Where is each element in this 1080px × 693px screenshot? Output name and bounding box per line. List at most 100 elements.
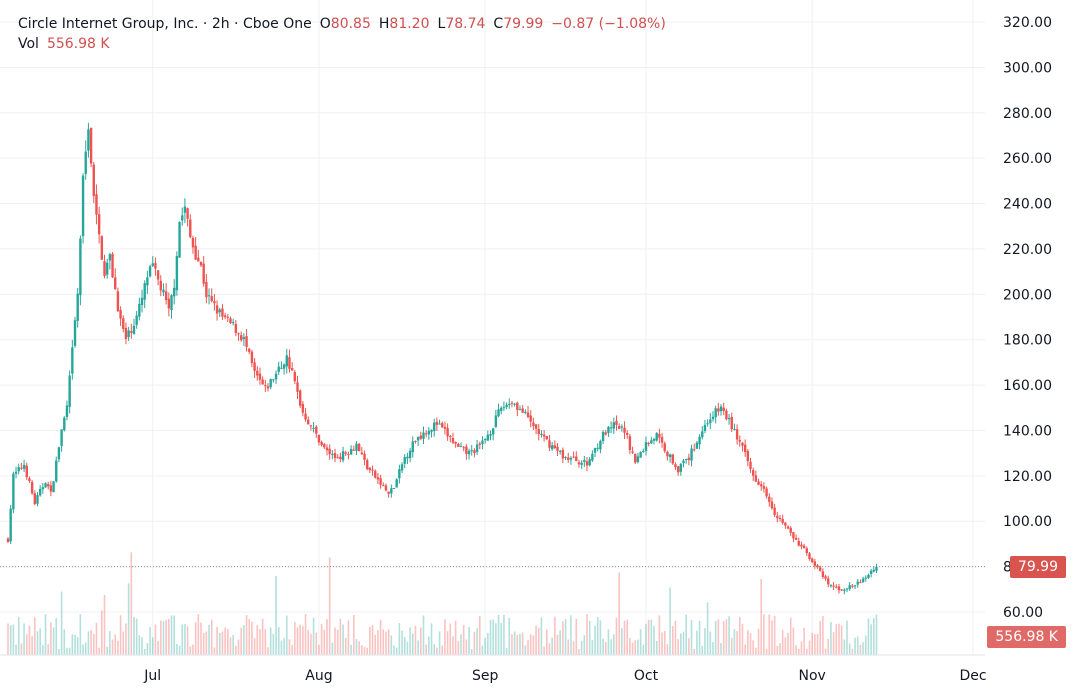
candle-body [371, 469, 374, 471]
volume-bar [109, 631, 111, 655]
candle-body [620, 426, 624, 428]
change-value: −0.87 (−1.08%) [551, 16, 666, 32]
volume-bar [650, 619, 653, 655]
candle-body [280, 367, 283, 369]
volume-bar [580, 640, 583, 655]
volume-bar [248, 619, 251, 655]
volume-bar [688, 638, 690, 655]
volume-bar [870, 624, 872, 655]
y-tick-label: 60.00 [1003, 605, 1043, 621]
volume-bar [476, 628, 478, 655]
volume-bar [752, 640, 754, 655]
candle-body [419, 435, 423, 439]
volume-bar [296, 627, 299, 655]
candle-body [773, 507, 776, 515]
candle-body [837, 586, 841, 591]
volume-bar [564, 618, 567, 655]
volume-bar [513, 631, 516, 655]
volume-bar [184, 624, 186, 655]
candle-body [486, 434, 490, 441]
candle-body [757, 481, 760, 485]
candle-body [347, 454, 350, 456]
volume-bar [843, 639, 846, 655]
candle-body [810, 558, 814, 563]
volume-bar [245, 615, 248, 655]
candle-body [556, 446, 559, 451]
candle-body [794, 537, 798, 540]
volume-bar [873, 618, 875, 655]
last-price-tag: 79.99 [1009, 556, 1066, 578]
volume-bar [277, 627, 280, 655]
volume-bar [71, 634, 74, 655]
x-axis: Jul Aug Sep Oct Nov Dec [143, 668, 986, 684]
volume-bar [285, 615, 288, 655]
volume-bar [269, 627, 272, 655]
high-label: H [378, 16, 390, 32]
candle-body [172, 287, 176, 297]
volume-bar [669, 587, 671, 655]
volume-bar [7, 623, 9, 655]
candle-body [642, 451, 645, 453]
candle-body [406, 456, 409, 459]
candle-body [743, 444, 747, 453]
candle-body [682, 460, 685, 464]
candle-body [357, 443, 361, 452]
candle-body [475, 444, 479, 452]
volume-bar [47, 644, 50, 655]
volume-bar [393, 645, 395, 655]
candle-body [875, 566, 878, 571]
volume-bar [361, 645, 363, 655]
volume-bar [17, 617, 20, 655]
candle-body [298, 390, 302, 406]
candle-body [580, 462, 583, 465]
volume-bar [446, 631, 449, 655]
volume-bar [827, 638, 830, 655]
volume-bar [379, 619, 382, 655]
symbol-title[interactable]: Circle Internet Group, Inc. · 2h · Cboe … [18, 16, 312, 32]
volume-bar [540, 617, 543, 655]
volume-bar [639, 629, 642, 655]
volume-bar [631, 642, 634, 655]
candle-body [416, 436, 420, 441]
volume-bar [867, 618, 870, 655]
volume-bar [481, 645, 484, 655]
volume-bar [387, 629, 390, 655]
volume-bar [797, 648, 800, 655]
volume-bar [725, 619, 728, 655]
volume-bar [634, 640, 637, 655]
volume-bar [701, 645, 704, 655]
candle-body [534, 424, 538, 429]
volume-bar [409, 627, 411, 655]
candle-body [175, 256, 179, 291]
candle-body [41, 487, 45, 490]
volume-bar [613, 634, 615, 655]
candle-body [819, 567, 822, 571]
candle-body [124, 328, 128, 340]
volume-bar [690, 619, 693, 655]
candle-body [76, 293, 79, 321]
candle-body [403, 457, 406, 464]
candle-body [191, 237, 195, 248]
volume-bar [36, 631, 39, 655]
volume-bar [251, 621, 253, 655]
volume-bar [117, 640, 119, 655]
volume-bar [859, 644, 862, 655]
volume-bar [20, 643, 23, 655]
volume-bar [149, 627, 151, 655]
candle-body [143, 283, 146, 300]
volume-bar [747, 630, 749, 655]
candle-body [199, 261, 203, 266]
volume-bar [875, 614, 878, 655]
volume-bar [454, 620, 457, 655]
volume-bar [133, 616, 135, 655]
volume-bar [460, 634, 462, 655]
candle-body [470, 450, 473, 452]
volume-bar [218, 632, 221, 655]
candle-body [596, 447, 599, 449]
volume-bar [489, 619, 492, 655]
gridlines [0, 0, 985, 655]
candle-body [465, 446, 468, 455]
volume-bar [444, 619, 446, 655]
volume-bar [95, 622, 98, 655]
